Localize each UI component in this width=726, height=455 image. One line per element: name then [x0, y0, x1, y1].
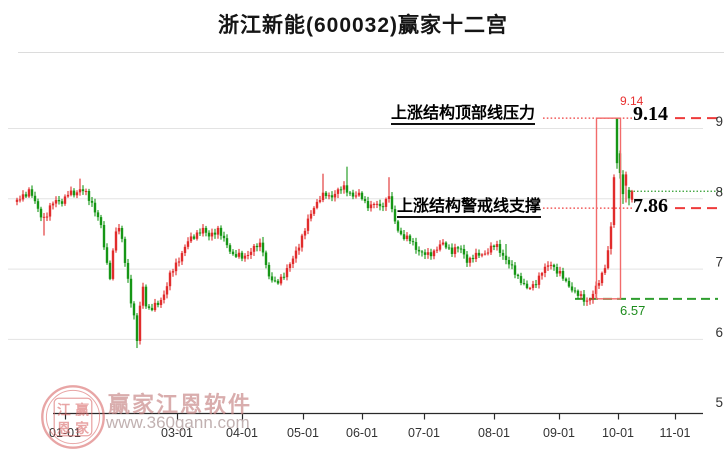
x-tick-label: 04-01 [226, 426, 258, 440]
watermark-url: www.360gann.com [106, 413, 250, 432]
pressure-value-small: 9.14 [620, 94, 644, 108]
structure-box [595, 117, 622, 300]
watermark-brand: 赢家江恩软件 [108, 392, 253, 417]
svg-text:江: 江 [57, 402, 71, 418]
y-tick-label: 6 [715, 325, 723, 340]
x-tick-label: 03-01 [161, 426, 193, 440]
x-tick-label: 08-01 [478, 426, 510, 440]
x-tick-label: 05-01 [287, 426, 319, 440]
structure-low-value: 6.57 [620, 303, 646, 318]
x-tick-label: 06-01 [346, 426, 378, 440]
pressure-value: 9.14 [633, 103, 668, 125]
page-title: 浙江新能(600032)赢家十二宫 [217, 14, 509, 37]
svg-text:恩: 恩 [57, 421, 71, 436]
watermark-stamp-icon: 江赢恩家 [37, 384, 109, 450]
x-tick-label: 10-01 [602, 426, 634, 440]
y-tick-label: 8 [715, 184, 723, 199]
x-tick-label: 01-01 [49, 426, 81, 440]
x-axis: 01-01 03-01 04-01 05-01 06-01 07-01 08-01 09-01… [49, 412, 703, 440]
support-value: 7.86 [633, 195, 668, 217]
x-tick-label: 07-01 [408, 426, 440, 440]
y-tick-label: 5 [715, 395, 723, 410]
y-axis: 9 8 7 6 5 [715, 114, 723, 410]
pressure-annotation-label: 上涨结构顶部线压力 [391, 105, 536, 125]
svg-text:赢: 赢 [75, 402, 89, 418]
gridlines [8, 128, 703, 340]
title-divider [18, 52, 724, 53]
candles [15, 118, 634, 349]
x-tick-label: 11-01 [659, 426, 690, 440]
x-tick-label: 09-01 [543, 426, 575, 440]
y-tick-label: 7 [715, 255, 723, 270]
support-annotation-label: 上涨结构警戒线支撑 [397, 198, 542, 218]
svg-text:家: 家 [75, 420, 89, 436]
y-tick-label: 9 [715, 114, 723, 129]
